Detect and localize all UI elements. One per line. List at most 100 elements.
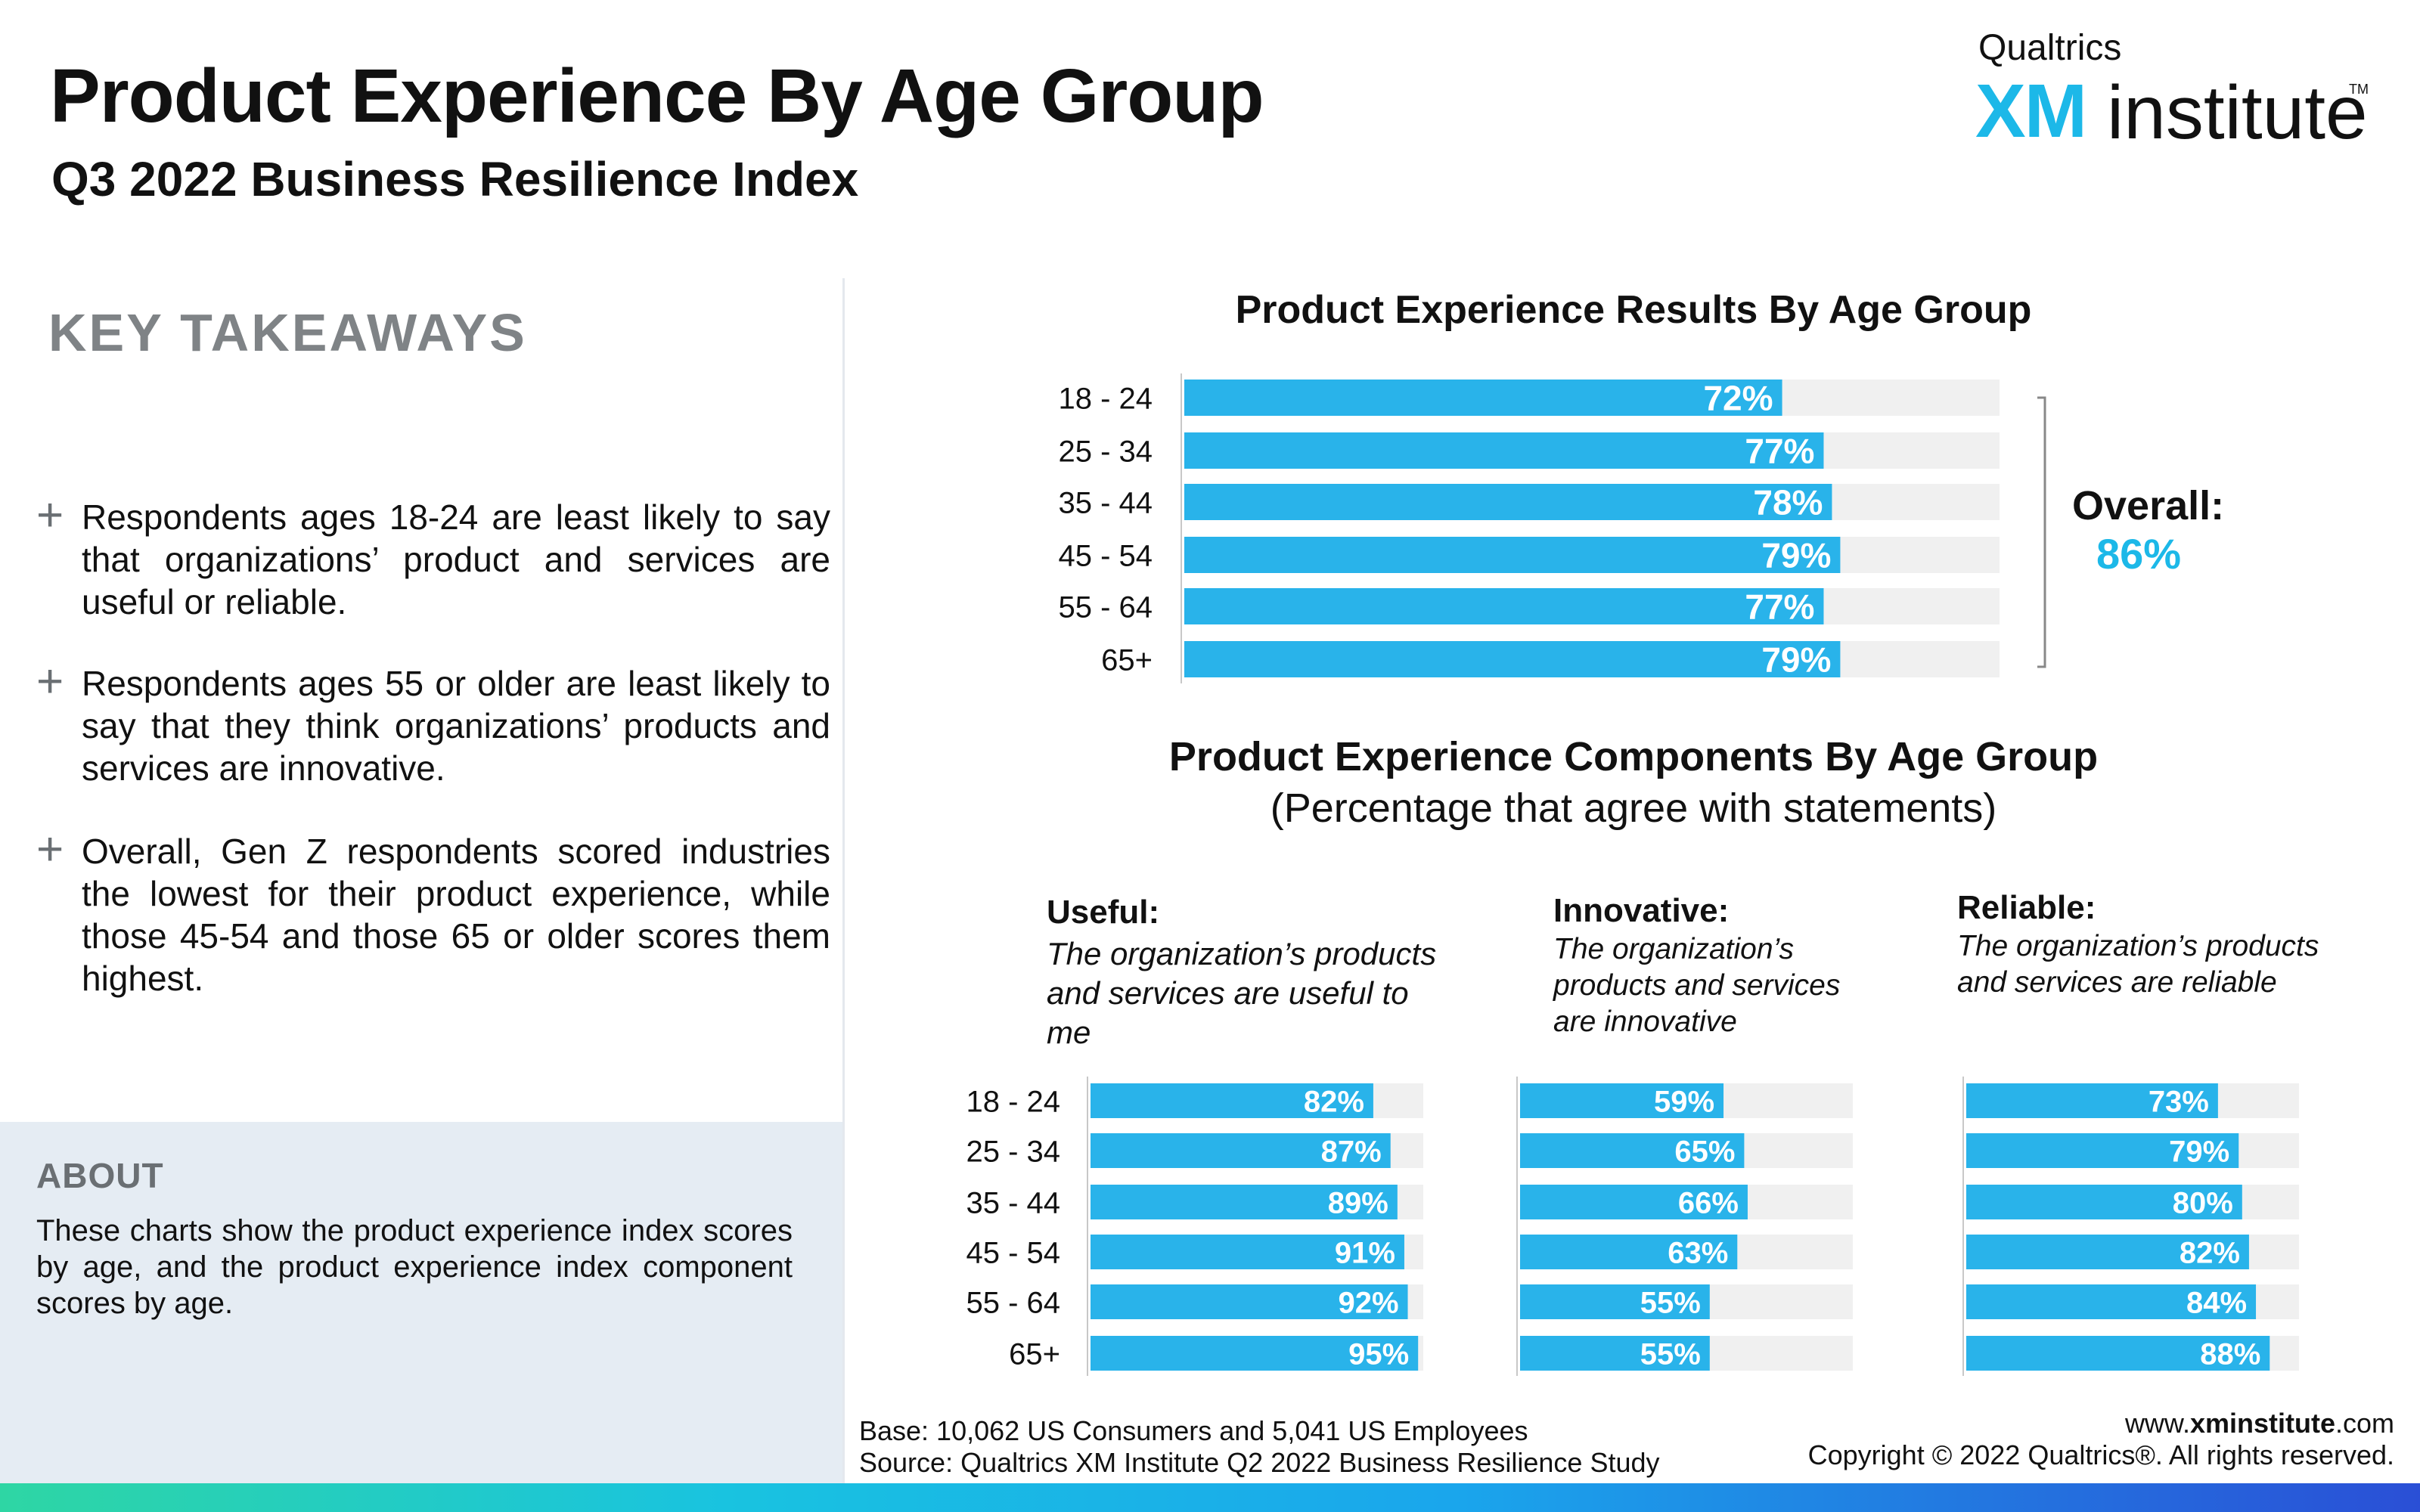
reliable-bar bbox=[1966, 1185, 2242, 1219]
results-bar bbox=[1184, 537, 1841, 573]
results-category-label: 18 - 24 bbox=[1058, 382, 1153, 415]
reliable-bar bbox=[1966, 1336, 2270, 1371]
logo-qualtrics-text: Qualtrics bbox=[1978, 28, 2122, 68]
reliable-data-label: 88% bbox=[2200, 1337, 2260, 1371]
xm-institute-logo: Qualtrics XM institute TM bbox=[1975, 27, 2372, 155]
innovative-bar bbox=[1520, 1284, 1710, 1319]
useful-category-label: 35 - 44 bbox=[966, 1186, 1060, 1219]
about-panel bbox=[0, 1122, 842, 1485]
logo-institute-text: institute bbox=[2107, 70, 2368, 155]
reliable-data-label: 80% bbox=[2173, 1186, 2233, 1219]
useful-category-label: 65+ bbox=[1009, 1337, 1060, 1371]
results-category-label: 65+ bbox=[1101, 643, 1153, 677]
footer-url[interactable]: www.xminstitute.com bbox=[1808, 1408, 2394, 1439]
key-takeaways-heading: KEY TAKEAWAYS bbox=[48, 303, 527, 362]
reliable-data-label: 79% bbox=[2169, 1135, 2229, 1168]
overall-bracket bbox=[2037, 396, 2046, 668]
useful-bar bbox=[1091, 1185, 1398, 1219]
useful-data-label: 92% bbox=[1338, 1286, 1398, 1319]
panel-description-innovative: The organization’s products and services… bbox=[1553, 933, 1841, 1038]
results-category-label: 35 - 44 bbox=[1058, 486, 1153, 519]
useful-data-label: 87% bbox=[1321, 1135, 1382, 1168]
results-category-label: 25 - 34 bbox=[1058, 435, 1153, 468]
useful-data-label: 82% bbox=[1304, 1085, 1364, 1118]
innovative-data-label: 63% bbox=[1668, 1236, 1728, 1269]
useful-bar bbox=[1091, 1133, 1391, 1168]
useful-category-label: 45 - 54 bbox=[966, 1236, 1060, 1269]
results-data-label: 78% bbox=[1753, 483, 1823, 522]
components-chart-title: Product Experience Components By Age Gro… bbox=[1168, 734, 2099, 779]
takeaway-text: Respondents ages 55 or older are least l… bbox=[82, 664, 830, 788]
plus-icon: + bbox=[36, 489, 64, 541]
results-data-label: 79% bbox=[1761, 640, 1831, 680]
plus-icon: + bbox=[36, 655, 64, 708]
footer-base: Base: 10,062 US Consumers and 5,041 US E… bbox=[859, 1415, 1528, 1446]
reliable-data-label: 73% bbox=[2149, 1085, 2209, 1118]
useful-bar bbox=[1091, 1083, 1373, 1118]
results-data-label: 72% bbox=[1703, 379, 1773, 418]
useful-category-label: 55 - 64 bbox=[966, 1286, 1060, 1319]
chart-title: Product Experience Results By Age Group bbox=[1235, 288, 2032, 332]
panel-description-reliable: The organization’s products and services… bbox=[1957, 930, 2319, 999]
panel-heading-innovative: Innovative: bbox=[1553, 892, 1730, 929]
reliable-bar bbox=[1966, 1235, 2249, 1269]
useful-category-label: 18 - 24 bbox=[966, 1085, 1060, 1118]
reliable-bar bbox=[1966, 1133, 2239, 1168]
reliable-bar bbox=[1966, 1083, 2218, 1118]
about-heading: ABOUT bbox=[36, 1156, 164, 1195]
footer-url-prefix: www. bbox=[2124, 1408, 2190, 1439]
innovative-data-label: 55% bbox=[1640, 1286, 1701, 1319]
useful-bar bbox=[1091, 1235, 1404, 1269]
results-data-label: 77% bbox=[1745, 587, 1814, 627]
results-bar bbox=[1184, 641, 1841, 677]
reliable-data-label: 82% bbox=[2180, 1236, 2240, 1269]
results-bar bbox=[1184, 484, 1832, 520]
innovative-data-label: 65% bbox=[1674, 1135, 1735, 1168]
results-data-label: 77% bbox=[1745, 432, 1814, 471]
footer-copyright: Copyright © 2022 Qualtrics®. All rights … bbox=[1807, 1439, 2394, 1470]
footer-sources: Base: 10,062 US Consumers and 5,041 US E… bbox=[859, 1415, 1660, 1479]
useful-bar bbox=[1091, 1336, 1419, 1371]
takeaway-text: Overall, Gen Z respondents scored indust… bbox=[82, 832, 830, 998]
footer-copyright-block: www.xminstitute.com Copyright © 2022 Qua… bbox=[1808, 1408, 2394, 1471]
takeaway-text: Respondents ages 18-24 are least likely … bbox=[82, 497, 830, 621]
useful-data-label: 89% bbox=[1328, 1186, 1388, 1219]
footer-source: Source: Qualtrics XM Institute Q2 2022 B… bbox=[859, 1447, 1660, 1478]
useful-data-label: 91% bbox=[1335, 1236, 1395, 1269]
innovative-data-label: 66% bbox=[1678, 1186, 1739, 1219]
innovative-bar bbox=[1520, 1185, 1748, 1219]
page-title: Product Experience By Age Group bbox=[50, 54, 1264, 138]
about-text: These charts show the product experience… bbox=[36, 1214, 793, 1320]
panel-description-useful: The organization’s products and services… bbox=[1047, 936, 1437, 1050]
innovative-bar bbox=[1520, 1336, 1710, 1371]
overall-value: 86% bbox=[2096, 530, 2182, 578]
innovative-bar bbox=[1520, 1083, 1724, 1118]
reliable-data-label: 84% bbox=[2186, 1286, 2247, 1319]
panel-heading-useful: Useful: bbox=[1047, 894, 1160, 931]
components-chart-subtitle: (Percentage that agree with statements) bbox=[1270, 785, 1997, 831]
useful-data-label: 95% bbox=[1348, 1337, 1409, 1371]
results-category-label: 55 - 64 bbox=[1058, 590, 1153, 624]
results-bar bbox=[1184, 432, 1824, 469]
page-subtitle: Q3 2022 Business Resilience Index bbox=[51, 152, 859, 206]
bottom-gradient-bar bbox=[0, 1483, 2420, 1512]
results-category-label: 45 - 54 bbox=[1058, 539, 1153, 572]
innovative-bar bbox=[1520, 1235, 1738, 1269]
footer-url-domain: xminstitute bbox=[2189, 1408, 2335, 1439]
useful-bar bbox=[1091, 1284, 1408, 1319]
useful-category-label: 25 - 34 bbox=[966, 1135, 1060, 1168]
innovative-data-label: 55% bbox=[1640, 1337, 1701, 1371]
results-bar bbox=[1184, 588, 1824, 624]
column-divider bbox=[842, 278, 845, 1488]
innovative-data-label: 59% bbox=[1654, 1085, 1714, 1118]
logo-tm-text: TM bbox=[2349, 82, 2369, 97]
panel-heading-reliable: Reliable: bbox=[1957, 889, 2096, 926]
logo-xm-text: XM bbox=[1975, 69, 2087, 153]
overall-label: Overall: bbox=[2072, 483, 2225, 528]
plus-icon: + bbox=[36, 823, 64, 875]
innovative-bar bbox=[1520, 1133, 1745, 1168]
footer-url-suffix: .com bbox=[2335, 1408, 2394, 1439]
reliable-bar bbox=[1966, 1284, 2257, 1319]
results-data-label: 79% bbox=[1761, 536, 1831, 575]
